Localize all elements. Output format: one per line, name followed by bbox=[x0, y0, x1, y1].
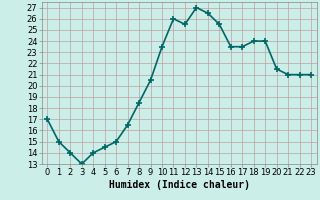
X-axis label: Humidex (Indice chaleur): Humidex (Indice chaleur) bbox=[109, 180, 250, 190]
